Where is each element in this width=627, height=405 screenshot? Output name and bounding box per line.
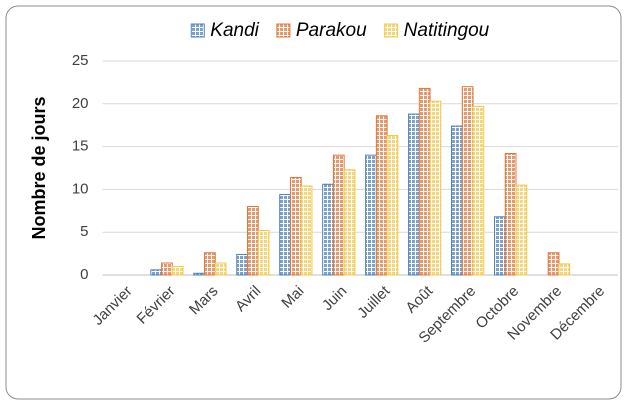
- bar: [236, 253, 248, 276]
- legend-label: Natitingou: [404, 20, 490, 41]
- bar: [472, 105, 485, 276]
- bar: [365, 154, 377, 276]
- y-tick-label: 10: [72, 180, 89, 197]
- bar: [547, 252, 560, 276]
- bar: [322, 183, 334, 276]
- y-tick-label: 5: [80, 223, 88, 240]
- bar: [289, 176, 302, 276]
- bar: [504, 152, 517, 276]
- bar: [150, 269, 163, 276]
- bar: [375, 115, 388, 276]
- bar: [461, 86, 474, 276]
- legend-label: Kandi: [210, 20, 259, 41]
- bar: [279, 194, 291, 276]
- bar: [246, 206, 259, 276]
- y-tick-label: 15: [72, 138, 89, 155]
- legend-label: Parakou: [296, 20, 367, 41]
- y-tick-label: 20: [72, 95, 89, 112]
- bar: [408, 113, 420, 276]
- bar: [193, 272, 206, 276]
- bar: [515, 184, 528, 276]
- bar: [343, 169, 356, 276]
- legend-swatch: [190, 23, 205, 38]
- chart-frame: [5, 5, 622, 400]
- bar: [257, 229, 270, 276]
- bar: [214, 262, 227, 276]
- y-tick-label: 0: [80, 266, 88, 283]
- bar: [332, 154, 345, 276]
- bar: [171, 265, 184, 276]
- bar: [429, 100, 442, 276]
- bar: [493, 216, 506, 276]
- bar: [558, 263, 571, 276]
- bar: [161, 262, 173, 276]
- y-tick-label: 25: [72, 52, 89, 69]
- bar: [418, 87, 431, 276]
- legend-swatch: [276, 23, 291, 38]
- legend-swatch: [384, 23, 399, 38]
- bar: [451, 125, 463, 276]
- bar: [386, 134, 399, 276]
- bar: [204, 252, 216, 276]
- bar: [300, 185, 313, 276]
- y-axis-title: Nombre de jours: [29, 96, 49, 239]
